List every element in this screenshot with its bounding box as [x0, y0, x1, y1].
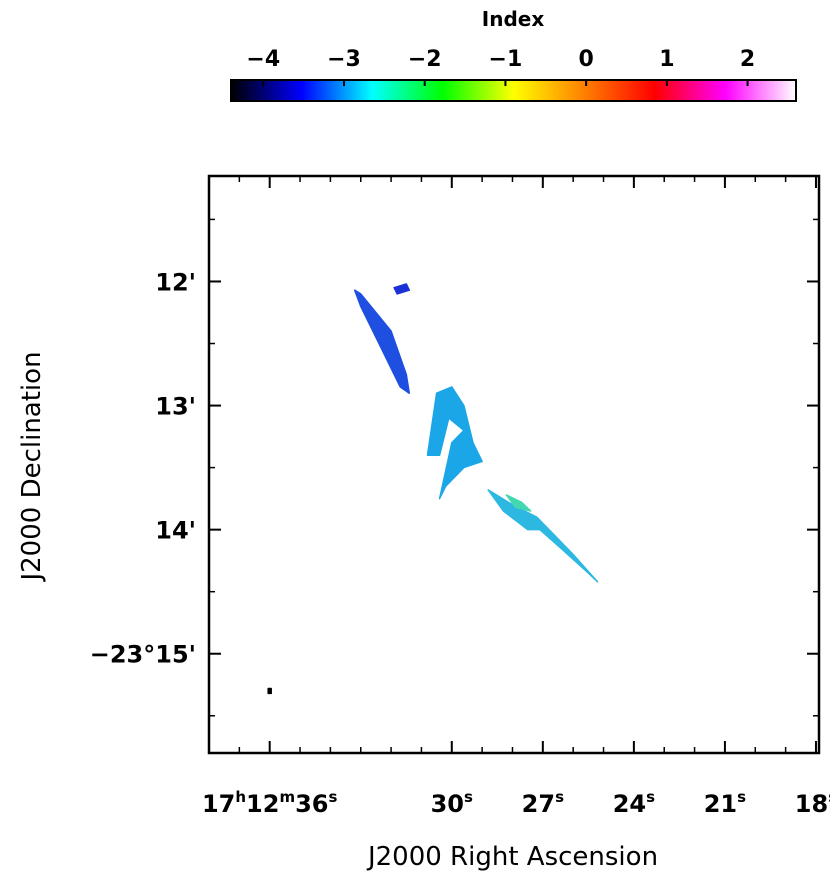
x-axis-tick-labels: 17h12m36s 30s 27s 24s 21s 18s — [202, 788, 830, 818]
x-tick-label: 24s — [613, 788, 655, 818]
clump-center — [426, 386, 483, 500]
y-axis-title: J2000 Declination — [17, 351, 47, 582]
y-tick-label: 12' — [155, 268, 196, 296]
colorbar-title: Index — [482, 7, 545, 31]
x-tick-label: 17h12m36s — [202, 788, 338, 818]
colorbar-gradient — [230, 79, 797, 102]
x-tick-label: 30s — [431, 788, 473, 818]
colorbar-ticks — [262, 80, 749, 86]
x-axis-title: J2000 Right Ascension — [366, 842, 658, 872]
colorbar-tick-label: 2 — [740, 47, 755, 72]
colorbar-tick-labels: −4 −3 −2 −1 0 1 2 — [246, 47, 755, 72]
clump-small-top — [393, 283, 411, 295]
plot-frame — [207, 174, 821, 755]
y-axis-tick-labels: 12' 13' 14' −23°15' — [90, 268, 196, 668]
filament-upper-left — [353, 289, 411, 394]
colorbar-tick-label: −2 — [408, 47, 442, 72]
filament-green-tint — [505, 494, 532, 512]
speck-lower-left — [267, 687, 272, 695]
y-axis-ticks — [209, 218, 819, 717]
colorbar-tick-label: 1 — [659, 47, 674, 72]
x-axis-ticks — [208, 176, 817, 753]
filament-lower-right — [487, 489, 599, 583]
colorbar-tick-label: −4 — [246, 47, 280, 72]
x-tick-label: 21s — [704, 788, 746, 818]
colorbar-tick-label: −1 — [489, 47, 523, 72]
colorbar-tick-label: 0 — [578, 47, 593, 72]
x-tick-label: 27s — [522, 788, 564, 818]
y-tick-label: 14' — [155, 517, 196, 545]
emission-features — [267, 283, 599, 695]
x-tick-label: 18s — [795, 788, 830, 818]
colorbar: Index −4 −3 −2 −1 0 1 2 — [230, 7, 797, 102]
y-tick-label: 13' — [155, 393, 196, 421]
y-tick-label: −23°15' — [90, 641, 196, 669]
colorbar-tick-label: −3 — [327, 47, 361, 72]
